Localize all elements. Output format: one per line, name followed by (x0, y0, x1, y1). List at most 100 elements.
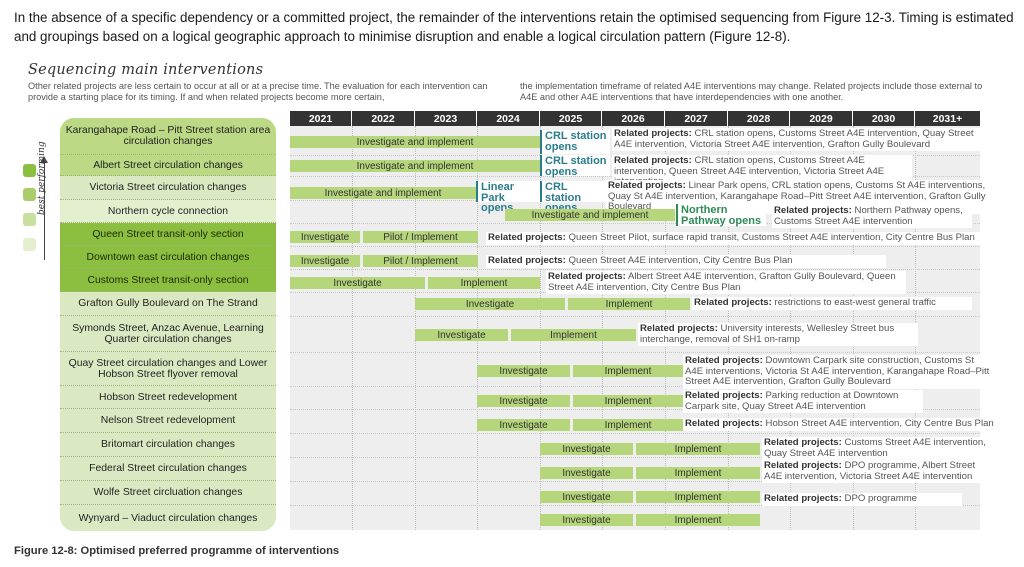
note-right: the implementation timeframe of related … (520, 81, 983, 102)
bar-investigate: Investigate (290, 277, 425, 289)
related-projects: Related projects: Albert Street A4E inte… (546, 271, 906, 294)
row-label: Symonds Street, Anzac Avenue, Learning Q… (60, 316, 276, 352)
milestone-northern-pathway: Northern Pathway opens (676, 204, 766, 226)
bar-pilot-implement: Pilot / Implement (363, 255, 478, 267)
bar-investigate: Investigate (540, 443, 633, 455)
grid-line (290, 457, 980, 458)
bar-implement: Implement (636, 514, 760, 526)
bar-implement: Implement (428, 277, 540, 289)
year-header: 2024 (477, 111, 540, 126)
legend-swatch-4 (23, 238, 36, 251)
legend-axis (44, 160, 45, 260)
row-label: Albert Street circulation changes (60, 155, 276, 176)
related-projects: Related projects: DPO programme, Albert … (762, 460, 987, 483)
intro-paragraph: In the absence of a specific dependency … (14, 10, 1014, 44)
milestone-linear-park: Linear Park opens (476, 181, 540, 214)
year-header: 2023 (415, 111, 477, 126)
related-projects: Related projects: Northern Pathway opens… (772, 205, 972, 228)
related-projects: Related projects: DPO programme (762, 493, 962, 506)
row-label: Grafton Gully Boulevard on The Strand (60, 292, 276, 316)
row-label: Wynyard – Viaduct circulation changes (60, 505, 276, 531)
legend-swatch-3 (23, 213, 36, 226)
section-title: Sequencing main interventions (28, 62, 264, 78)
bar-investigate: Investigate (415, 329, 508, 341)
grid-line (290, 505, 980, 506)
bar-investigate: Investigate (415, 298, 565, 310)
bar-investigate: Investigate (540, 467, 633, 479)
legend-label: best performing (37, 141, 47, 215)
row-label: Downtown east circulation changes (60, 246, 276, 269)
bar-implement: Implement (568, 298, 690, 310)
legend-swatch-2 (23, 188, 36, 201)
bar-investigate: Investigate (290, 231, 360, 243)
bar-implement: Implement (573, 419, 683, 431)
year-header: 2026 (602, 111, 665, 126)
year-header: 2029 (790, 111, 853, 126)
bar-implement: Implement (573, 395, 683, 407)
row-label: Northern cycle connection (60, 200, 276, 223)
related-projects: Related projects: Queen Street A4E inter… (486, 255, 886, 268)
row-label: Hobson Street redevelopment (60, 386, 276, 409)
row-label: Federal Street circulation changes (60, 457, 276, 481)
year-header: 2025 (540, 111, 602, 126)
bar-implement: Implement (636, 443, 760, 455)
legend-arrow-icon (40, 156, 48, 163)
bar-implement: Implement (636, 491, 760, 503)
year-header: 2028 (728, 111, 790, 126)
grid-line (290, 433, 980, 434)
related-projects: Related projects: CRL station opens, Cus… (612, 128, 982, 151)
bar-investigate: Investigate (540, 514, 633, 526)
bar-investigate: Investigate (477, 419, 570, 431)
related-projects: Related projects: restrictions to east-w… (692, 297, 972, 310)
milestone-crl-station: CRL station opens (540, 130, 610, 154)
row-label: Customs Street transit-only section (60, 269, 276, 292)
related-projects: Related projects: Customs Street A4E int… (762, 437, 1007, 460)
year-header: 2021 (290, 111, 352, 126)
bar-implement: Implement (636, 467, 760, 479)
bar-investigate-implement: Investigate and implement (290, 187, 476, 199)
grid-line (290, 352, 980, 353)
related-projects: Related projects: Downtown Carpark site … (683, 355, 993, 389)
bar-implement: Implement (573, 365, 683, 377)
related-projects: Related projects: Parking reduction at D… (683, 390, 923, 413)
year-header: 2027 (665, 111, 728, 126)
grid-line (290, 223, 980, 224)
bar-investigate: Investigate (477, 395, 570, 407)
related-projects: Related projects: Hobson Street A4E inte… (683, 418, 1008, 431)
grid-line (415, 126, 416, 530)
row-label: Wolfe Street circluation changes (60, 481, 276, 505)
grid-line (540, 126, 541, 530)
row-label: Queen Street transit-only section (60, 223, 276, 246)
bar-investigate-implement: Investigate and implement (290, 160, 540, 172)
grid-line (352, 126, 353, 530)
row-label: Karangahape Road – Pitt Street station a… (60, 118, 276, 155)
bar-investigate: Investigate (290, 255, 360, 267)
row-label: Britomart circulation changes (60, 433, 276, 457)
related-projects: Related projects: University interests, … (638, 323, 918, 346)
bar-investigate-implement: Investigate and implement (290, 136, 540, 148)
note-left: Other related projects are less certain … (28, 81, 488, 102)
year-header: 2022 (352, 111, 415, 126)
year-header: 2031+ (915, 111, 980, 126)
grid-line (290, 481, 980, 482)
grid-line (290, 316, 980, 317)
grid-line (290, 246, 980, 247)
row-label: Victoria Street circulation changes (60, 176, 276, 200)
bar-investigate-implement: Investigate and implement (505, 209, 675, 221)
row-label: Nelson Street redevelopment (60, 409, 276, 433)
row-label: Quay Street circulation changes and Lowe… (60, 352, 276, 386)
grid-line (290, 386, 980, 387)
bar-investigate: Investigate (477, 365, 570, 377)
related-projects: Related projects: Queen Street Pilot, su… (486, 232, 1006, 245)
milestone-crl-station: CRL station opens (540, 155, 610, 177)
bar-investigate: Investigate (540, 491, 633, 503)
grid-line (602, 126, 603, 530)
figure-caption: Figure 12-8: Optimised preferred program… (14, 545, 340, 557)
bar-pilot-implement: Pilot / Implement (363, 231, 478, 243)
bar-implement: Implement (511, 329, 636, 341)
year-header: 2030 (853, 111, 915, 126)
milestone-crl-station: CRL station opens (540, 181, 606, 214)
grid-line (290, 269, 980, 270)
grid-line (290, 409, 980, 410)
legend-swatch-1 (23, 164, 36, 177)
